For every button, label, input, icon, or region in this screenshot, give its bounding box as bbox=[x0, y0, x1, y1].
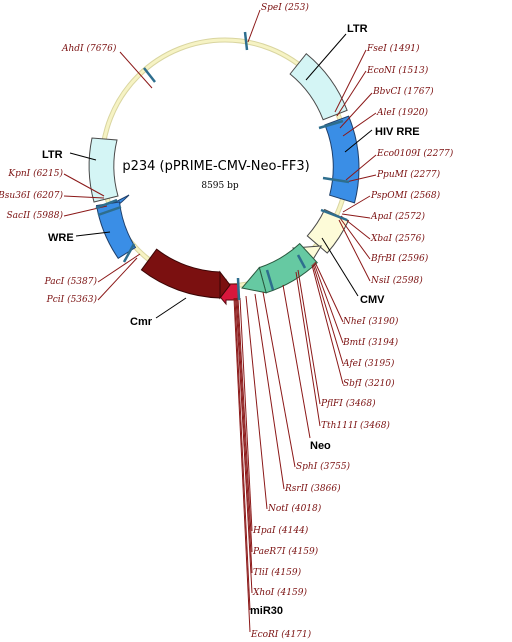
pspomi-line bbox=[342, 195, 371, 213]
site-label-rsrii: RsrII (3866) bbox=[284, 483, 341, 494]
kpni-line bbox=[63, 173, 105, 197]
cmr-arrow-head bbox=[219, 270, 231, 300]
ahdi-line bbox=[119, 51, 153, 89]
apai-line bbox=[341, 213, 371, 219]
site-label-pspomi: PspOMI (2568) bbox=[370, 190, 441, 201]
site-label-bsu36i: Bsu36I (6207) bbox=[0, 190, 63, 201]
ecori-line bbox=[233, 297, 251, 633]
feature-label-hiv-rre: HIV RRE bbox=[375, 126, 420, 138]
site-label-xhoi: XhoI (4159) bbox=[252, 587, 307, 598]
site-label-sphi: SphI (3755) bbox=[296, 461, 351, 472]
ahdi-tick bbox=[143, 67, 156, 83]
tth111i-line bbox=[295, 271, 321, 427]
ppumi-line bbox=[345, 174, 377, 183]
site-label-nhei: NheI (3190) bbox=[342, 316, 399, 327]
cmv-label-line bbox=[321, 237, 359, 297]
plasmid-title: p234 (pPRIME-CMV-Neo-FF3) bbox=[122, 159, 309, 174]
cmv-start-tick bbox=[320, 208, 348, 222]
afei-line bbox=[312, 263, 344, 365]
noti-line bbox=[245, 295, 268, 510]
plasmid-size: 8595 bp bbox=[201, 181, 239, 191]
hpai-line bbox=[239, 297, 253, 532]
site-label-ppumi: PpuMI (2277) bbox=[376, 169, 441, 180]
fsei-line bbox=[334, 49, 367, 113]
econi-line bbox=[336, 70, 367, 117]
nhei-line bbox=[314, 261, 344, 323]
hiv-rre-segment bbox=[324, 115, 360, 204]
ppumi-tick bbox=[322, 176, 350, 184]
site-label-spei: SpeI (253) bbox=[261, 2, 309, 13]
cmr-label-line bbox=[155, 297, 187, 319]
tlii-line bbox=[236, 297, 253, 574]
site-label-kpni: KpnI (6215) bbox=[7, 168, 63, 179]
site-label-bfrbi: BfrBI (2596) bbox=[370, 253, 429, 264]
site-label-bbuci: BbvCI (1767) bbox=[372, 86, 434, 97]
ltr-left-tick bbox=[95, 198, 118, 210]
paci-tick bbox=[122, 243, 136, 263]
ltr-left-segment bbox=[88, 137, 119, 203]
paci-line bbox=[97, 253, 141, 283]
site-label-ecori: EcoRI (4171) bbox=[250, 629, 312, 640]
neo-label-line bbox=[282, 284, 311, 439]
feature-label-cmr: Cmr bbox=[130, 316, 153, 328]
cmr-segment bbox=[140, 248, 221, 299]
site-label-fsei: FseI (1491) bbox=[366, 43, 420, 54]
site-label-hpai: HpaI (4144) bbox=[252, 525, 309, 536]
site-label-apai: ApaI (2572) bbox=[370, 211, 425, 222]
site-label-pcii: PciI (5363) bbox=[46, 294, 98, 305]
site-label-eco0109i: Eco0109I (2277) bbox=[376, 148, 454, 159]
site-label-paer7i: PaeR7I (4159) bbox=[252, 546, 319, 557]
bfrbi-line bbox=[339, 217, 371, 260]
eco0109i-line bbox=[345, 154, 377, 181]
neo-tick bbox=[265, 269, 275, 291]
sphi-line bbox=[262, 291, 296, 468]
site-label-pflfi: PflFI (3468) bbox=[320, 398, 376, 409]
site-label-paci: PacI (5387) bbox=[44, 276, 98, 287]
bsu36i-line bbox=[63, 195, 105, 199]
bmti-line bbox=[313, 262, 344, 344]
sbfi-line bbox=[311, 264, 344, 385]
spei-tick bbox=[243, 31, 249, 51]
neo-arrow-head bbox=[241, 266, 267, 294]
site-label-sacii: SacII (5988) bbox=[7, 210, 64, 221]
feature-label-ltr-right: LTR bbox=[347, 23, 368, 35]
site-label-tth111i: Tth111I (3468) bbox=[321, 420, 390, 431]
wre-tick bbox=[97, 205, 122, 217]
paer7i-line bbox=[237, 297, 253, 553]
site-label-noti: NotI (4018) bbox=[267, 503, 322, 514]
spei-line bbox=[247, 9, 261, 43]
site-label-ahdi: AhdI (7676) bbox=[61, 43, 117, 54]
pcii-line bbox=[97, 257, 138, 301]
feature-label-wre: WRE bbox=[48, 232, 74, 244]
ltr-right-segment bbox=[289, 52, 348, 121]
site-label-bmti: BmtI (3194) bbox=[342, 337, 399, 348]
wre-label-line bbox=[75, 231, 111, 237]
site-label-tlii: TliI (4159) bbox=[253, 567, 302, 578]
feature-label-neo: Neo bbox=[310, 440, 331, 452]
xhoi-line bbox=[235, 297, 253, 594]
feature-label-ltr-left: LTR bbox=[42, 149, 63, 161]
site-label-sbfi: SbfI (3210) bbox=[343, 378, 395, 389]
nhei-tick bbox=[296, 254, 307, 269]
hiv-rre-label-line bbox=[344, 129, 373, 153]
cmv-segment bbox=[306, 208, 350, 254]
nsii-line bbox=[338, 219, 371, 282]
pflfi-line bbox=[297, 269, 321, 405]
bbuci-line bbox=[339, 92, 373, 129]
rsrii-line bbox=[254, 293, 285, 490]
site-label-econi: EcoNI (1513) bbox=[366, 65, 429, 76]
site-label-nsii: NsiI (2598) bbox=[370, 275, 423, 286]
mir30-tick bbox=[236, 277, 241, 301]
feature-label-mir30: miR30 bbox=[250, 605, 283, 617]
ltr-right-tick bbox=[318, 119, 344, 130]
ltr-left-label-line bbox=[69, 152, 97, 161]
mir30-label-line bbox=[234, 297, 251, 611]
site-label-alei: AleI (1920) bbox=[376, 107, 429, 118]
feature-label-cmv: CMV bbox=[360, 294, 385, 306]
site-label-afei: AfeI (3195) bbox=[342, 358, 395, 369]
ltr-right-label-line bbox=[305, 33, 347, 81]
alei-line bbox=[342, 112, 377, 137]
site-label-xbai: XbaI (2576) bbox=[370, 233, 425, 244]
